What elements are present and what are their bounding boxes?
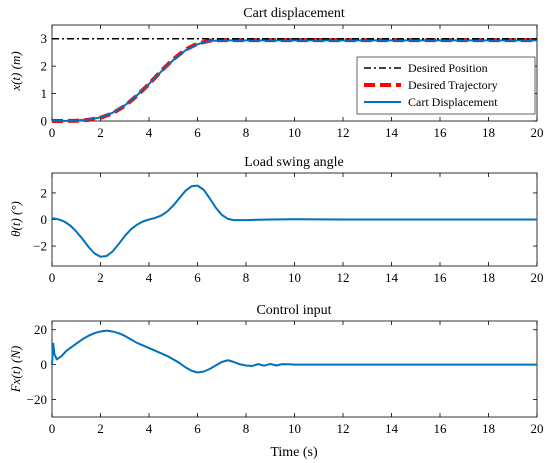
x-tick-label: 14 — [385, 421, 399, 436]
y-tick-label: 0 — [41, 114, 48, 129]
x-tick-label: 18 — [482, 125, 495, 140]
legend-label-cart-displacement: Cart Displacement — [408, 95, 498, 109]
panel-title: Cart displacement — [243, 6, 345, 21]
x-tick-label: 8 — [243, 125, 250, 140]
x-tick-label: 20 — [531, 421, 544, 436]
series-line-control-input — [51, 329, 537, 374]
x-tick-label: 10 — [288, 270, 301, 285]
x-tick-label: 4 — [146, 125, 153, 140]
x-tick-label: 6 — [194, 125, 201, 140]
plot-area: 0 2 4 6 8 10 12 14 16 18 20 −2 0 2 — [33, 172, 544, 285]
panel-title: Load swing angle — [244, 155, 344, 170]
x-tick-label: 4 — [146, 421, 153, 436]
x-tick-label: 12 — [337, 270, 350, 285]
legend: Desired Position Desired Trajectory Cart… — [356, 56, 536, 115]
x-tick-label: 18 — [482, 421, 495, 436]
x-tick-label: 4 — [146, 270, 153, 285]
panel-cart-displacement: Cart displacement x(t) (m) 0 2 4 6 8 10 12 14 16… — [8, 6, 544, 140]
y-tick-label: 1 — [41, 86, 48, 101]
legend-label-desired-trajectory: Desired Trajectory — [408, 78, 498, 92]
panel-control-input: Control input Fx(t) (N) 0 2 4 6 8 10 12 14 16 18 2… — [8, 303, 544, 436]
x-tick-label: 0 — [49, 125, 56, 140]
x-tick-label: 0 — [49, 270, 56, 285]
y-tick-label: 2 — [41, 185, 48, 200]
y-axis-label: Fx(t) (N) — [8, 346, 23, 394]
y-tick-label: 0 — [41, 212, 48, 227]
x-tick-label: 16 — [434, 125, 448, 140]
x-tick-label: 2 — [97, 421, 104, 436]
y-tick-label: 0 — [41, 357, 48, 372]
x-tick-label: 14 — [385, 125, 399, 140]
x-axis-label: Time (s) — [270, 445, 318, 460]
x-tick-label: 10 — [288, 421, 301, 436]
y-axis-label: x(t) (m) — [8, 51, 23, 91]
x-tick-label: 12 — [337, 421, 350, 436]
x-tick-label: 8 — [243, 421, 250, 436]
y-axis-label: θ(t) (°) — [8, 201, 23, 237]
x-tick-label: 16 — [434, 421, 448, 436]
x-tick-label: 6 — [194, 270, 201, 285]
y-tick-label: 2 — [41, 59, 48, 74]
y-tick-label: 20 — [34, 322, 47, 337]
y-tick-label: −2 — [33, 239, 47, 254]
y-tick-label: 3 — [41, 31, 48, 46]
x-tick-label: 20 — [531, 125, 544, 140]
x-tick-label: 16 — [434, 270, 448, 285]
series-line-load-swing-angle — [51, 184, 537, 258]
x-tick-label: 10 — [288, 125, 301, 140]
panel-title: Control input — [256, 303, 331, 318]
x-tick-label: 12 — [337, 125, 350, 140]
series-line-cart-displacement — [52, 39, 537, 122]
x-tick-label: 20 — [531, 270, 544, 285]
x-tick-label: 0 — [49, 421, 56, 436]
x-tick-label: 2 — [97, 125, 104, 140]
y-tick-label: −20 — [27, 392, 47, 407]
x-tick-label: 18 — [482, 270, 495, 285]
x-tick-label: 14 — [385, 270, 399, 285]
legend-label-desired-position: Desired Position — [408, 61, 488, 75]
panel-load-swing-angle: Load swing angle θ(t) (°) 0 2 4 6 8 10 12 14 16 1… — [8, 155, 544, 285]
x-tick-label: 8 — [243, 270, 250, 285]
x-tick-label: 2 — [97, 270, 104, 285]
x-tick-label: 6 — [194, 421, 201, 436]
